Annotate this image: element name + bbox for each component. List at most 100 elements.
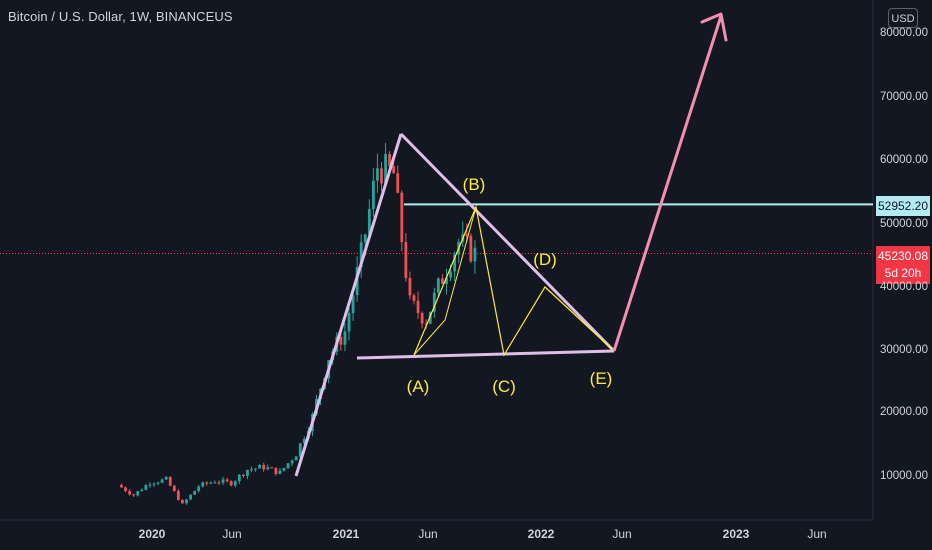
candle-body (241, 474, 245, 476)
candle-body (209, 482, 213, 484)
candle-body (445, 277, 448, 284)
candle-body (392, 166, 396, 174)
candle-body (298, 443, 302, 457)
wave-label-b: (B) (462, 175, 486, 194)
candle-body (453, 254, 457, 272)
candle-body (432, 292, 436, 312)
candle-body (343, 331, 347, 345)
y-axis-label: 80000.00 (880, 27, 928, 39)
candle-body (152, 483, 156, 485)
candle-body (412, 295, 416, 301)
last-price-tag: 45230.08 5d 20h (876, 246, 930, 284)
triangle-upper-line (399, 132, 616, 353)
candle-body (237, 474, 241, 482)
candle-body (416, 300, 420, 314)
candle-body (213, 482, 217, 484)
symbol-title[interactable]: Bitcoin / U.S. Dollar, 1W, BINANCEUS (8, 9, 233, 24)
y-axis-label: 70000.00 (880, 91, 928, 103)
candle-body (290, 460, 294, 464)
y-axis-label: 30000.00 (880, 344, 928, 356)
x-axis-label: 2022 (527, 527, 555, 541)
candle-body (465, 234, 469, 236)
candle-body (205, 482, 209, 484)
candle-body (246, 469, 249, 476)
candle-body (449, 271, 452, 278)
candle-body (384, 153, 387, 184)
candle-body (221, 479, 225, 483)
candle-body (140, 489, 144, 492)
candle-body (347, 313, 351, 332)
projection-arrow-head (700, 12, 728, 42)
candle-body (229, 481, 233, 486)
candle-body (120, 484, 123, 488)
candle-body (258, 465, 262, 469)
candle-body (233, 481, 237, 486)
candle-body (254, 468, 257, 470)
candle-body (278, 470, 282, 474)
y-axis-label: 60000.00 (880, 154, 928, 166)
x-axis-label: Jun (807, 527, 827, 541)
candle-body (363, 234, 367, 243)
last-price-value: 45230.08 (877, 249, 929, 263)
candle-body (424, 323, 428, 325)
candle-body (156, 482, 160, 484)
x-axis-label: 2023 (722, 527, 750, 541)
triangle-lower-line (356, 349, 615, 360)
x-axis-label: Jun (222, 527, 242, 541)
candle-body (262, 465, 266, 470)
x-axis-label: 2020 (138, 527, 166, 541)
candle-body (250, 469, 253, 471)
candle-body (144, 485, 148, 490)
candle-body (359, 242, 363, 268)
candle-body (193, 490, 197, 495)
candle-body (274, 467, 278, 474)
candle-body (286, 463, 290, 469)
candle-body (225, 479, 229, 482)
candle-body (404, 242, 408, 279)
candle-body (148, 484, 152, 486)
candle-body (339, 336, 343, 345)
candle-body (160, 479, 164, 483)
y-axis-label: 10000.00 (880, 470, 928, 482)
candle-body (164, 477, 168, 480)
x-axis-label: Jun (612, 527, 632, 541)
candle-body (266, 467, 270, 470)
candle-body (197, 486, 201, 491)
y-axis-label: 20000.00 (880, 406, 928, 418)
candle-body (367, 209, 371, 235)
x-axis-label: Jun (418, 527, 438, 541)
candle-body (294, 456, 298, 461)
trend-line-up (294, 133, 403, 477)
candle-body (176, 490, 180, 500)
candle-body (473, 247, 477, 262)
wave-path (413, 204, 615, 357)
candle-body (436, 278, 440, 293)
candle-body (168, 477, 172, 486)
candle-body (380, 168, 383, 184)
candle-body (302, 438, 306, 444)
candle-body (469, 235, 473, 262)
candle-body (136, 491, 140, 496)
candle-body (124, 487, 127, 492)
candle-body (270, 467, 274, 469)
y-axis-label: 50000.00 (880, 218, 928, 230)
bar-countdown: 5d 20h (884, 266, 922, 280)
candle-body (400, 192, 404, 243)
candle-body (351, 295, 355, 314)
projection-arrow-line (612, 15, 723, 352)
candle-body (388, 153, 392, 167)
candle-body (371, 180, 375, 210)
candle-body (420, 313, 424, 324)
candle-body (128, 491, 132, 495)
currency-button[interactable]: USD (888, 8, 918, 28)
candle-body (408, 278, 412, 296)
wave-label-e: (E) (589, 369, 613, 388)
candle-body (396, 173, 400, 193)
candle-body (217, 482, 221, 484)
wave-inner-path (413, 206, 477, 356)
wave-label-c: (C) (492, 377, 516, 396)
wave-label-a: (A) (406, 377, 430, 396)
candle-body (376, 168, 379, 181)
